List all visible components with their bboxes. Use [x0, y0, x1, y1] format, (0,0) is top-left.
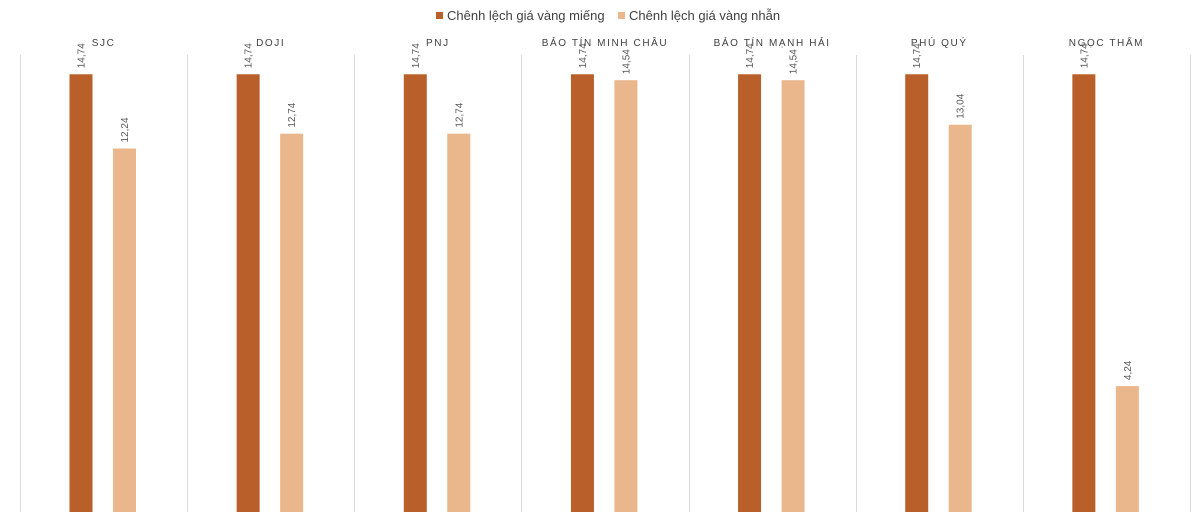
data-label: 14,74: [745, 43, 756, 68]
category-label: PHÚ QUÝ: [911, 36, 968, 49]
bar-nhan: [447, 133, 471, 512]
category-labels: SJC DOJI PNJ BẢO TÍN MINH CHÂU BẢO TÍN MẠNH …: [92, 36, 1144, 49]
bar-nhan: [1115, 386, 1139, 512]
category-label: BẢO TÍN MINH CHÂU: [542, 36, 668, 49]
legend-label-1: Chênh lệch giá vàng miếng: [447, 8, 605, 23]
bar-nhan: [781, 80, 805, 512]
bar-mieng: [905, 74, 929, 512]
legend-swatch-1: [436, 12, 443, 19]
category-dividers: [20, 55, 1191, 512]
bar-nhan: [948, 124, 972, 512]
category-label: DOJI: [256, 38, 285, 49]
category-label: PNJ: [426, 38, 450, 49]
data-label: 4,24: [1123, 360, 1134, 380]
legend-swatch-2: [618, 12, 625, 19]
bars: [69, 74, 1139, 512]
bar-mieng: [1072, 74, 1096, 512]
bar-mieng: [403, 74, 427, 512]
bar-nhan: [614, 80, 638, 512]
bar-mieng: [69, 74, 93, 512]
data-label: 12,74: [454, 102, 465, 127]
bar-mieng: [236, 74, 260, 512]
category-label: BẢO TÍN MẠNH HẢI: [714, 36, 831, 49]
bar-mieng: [738, 74, 762, 512]
data-label: 14,74: [578, 43, 589, 68]
legend: Chênh lệch giá vàng miếng Chênh lệch giá …: [436, 8, 780, 23]
data-label: 14,74: [912, 43, 923, 68]
legend-label-2: Chênh lệch giá vàng nhẫn: [629, 8, 780, 23]
data-label: 14,54: [789, 49, 800, 74]
bar-nhan: [113, 148, 136, 512]
data-label: 14,74: [411, 43, 422, 68]
data-label: 14,74: [1079, 43, 1090, 68]
data-labels: 14,74 14,74 14,74 14,74 14,74 14,74 14,74 12,24…: [77, 43, 1134, 380]
bar-nhan: [280, 133, 304, 512]
data-label: 14,74: [77, 43, 88, 68]
category-label: NGỌC THẨM: [1069, 36, 1144, 49]
data-label: 13,04: [956, 93, 967, 118]
data-label: 12,24: [120, 117, 131, 142]
data-label: 14,74: [244, 43, 255, 68]
bar-mieng: [570, 74, 594, 512]
category-label: SJC: [92, 38, 116, 49]
data-label: 12,74: [287, 102, 298, 127]
data-label: 14,54: [621, 49, 632, 74]
